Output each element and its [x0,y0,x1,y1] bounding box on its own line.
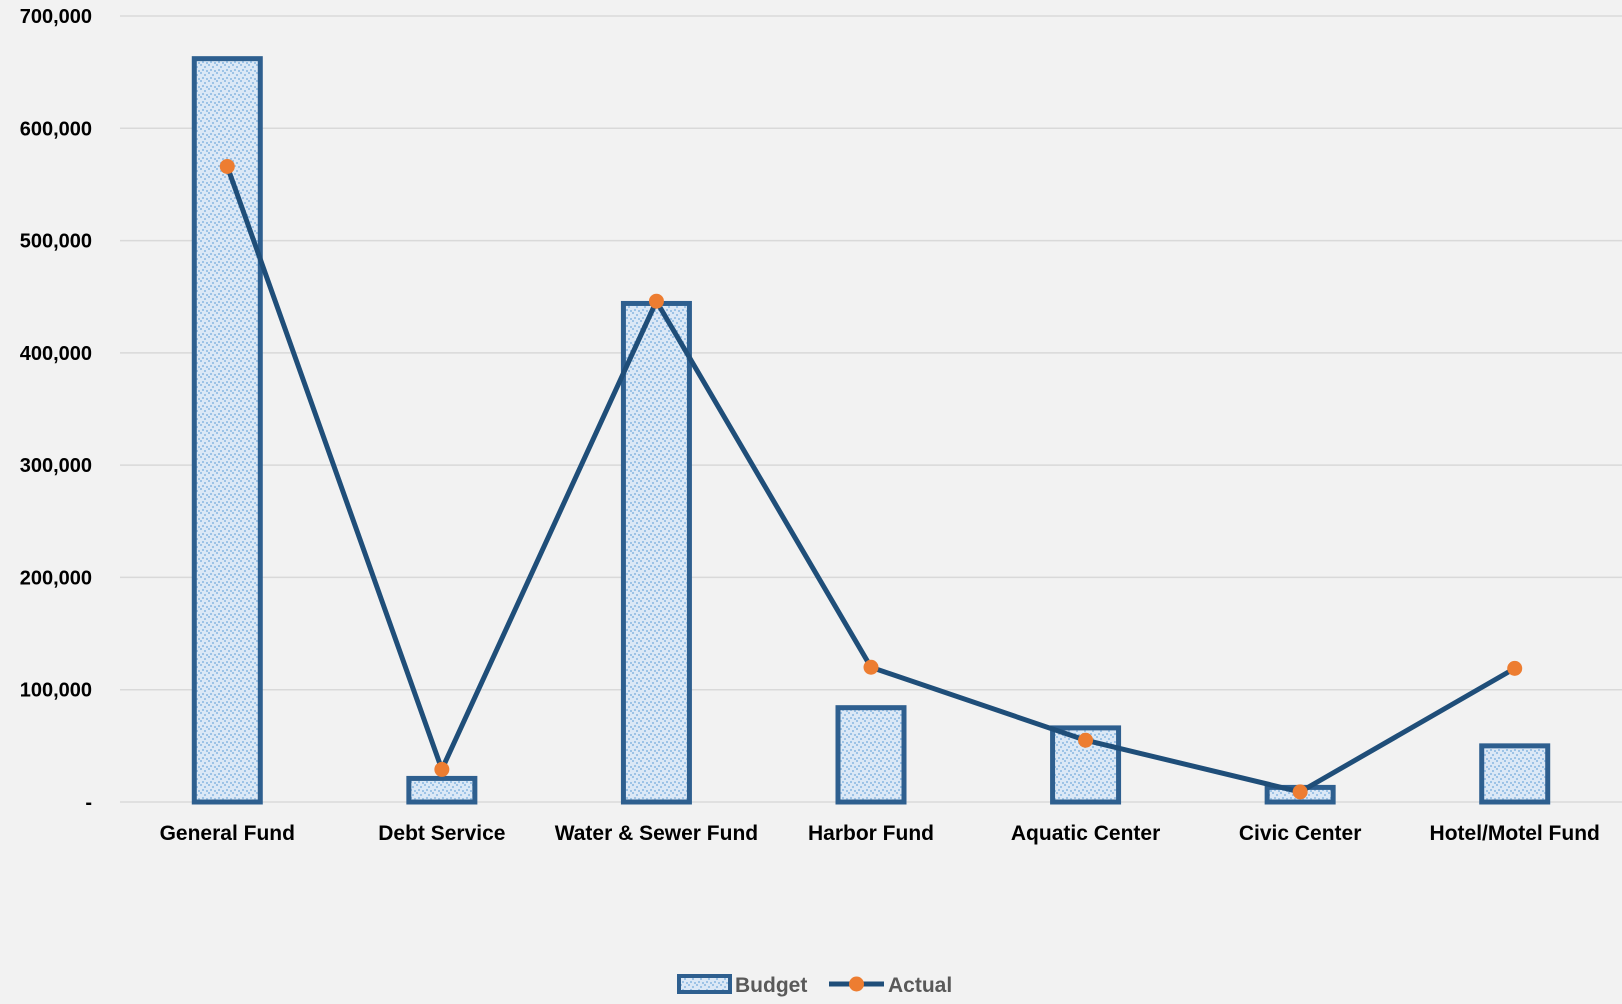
budget-bar [620,300,692,805]
legend-actual-marker [849,976,864,992]
y-tick-label: 700,000 [20,6,92,28]
budget-bar [835,705,907,805]
y-tick-label: 600,000 [20,118,92,140]
actual-line [219,158,1523,800]
y-tick-label: 300,000 [20,455,92,477]
budget-bar [406,775,478,805]
y-tick-label: 100,000 [20,680,92,702]
x-category-label: General Fund [160,822,295,845]
y-axis-labels: - 100,000 200,000 300,000 400,000 500,000 600,… [20,6,92,814]
gridlines [120,15,1622,803]
actual-point [1292,784,1308,800]
x-category-label: Debt Service [378,822,505,845]
y-tick-label: 500,000 [20,231,92,253]
x-category-label: Aquatic Center [1011,822,1160,845]
actual-point [219,158,235,174]
legend-budget-swatch [677,974,732,994]
y-tick-label: 200,000 [20,567,92,589]
x-category-label: Hotel/Motel Fund [1430,822,1600,845]
x-category-label: Harbor Fund [808,822,934,845]
actual-point [434,761,450,777]
y-tick-label: - [85,792,92,814]
actual-point [863,659,879,675]
x-category-label: Civic Center [1239,822,1362,845]
legend-actual-label: Actual [888,974,952,997]
budget-bars [191,56,1551,805]
x-axis-labels: General Fund Debt Service Water & Sewer Fu… [160,822,1600,845]
y-tick-label: 400,000 [20,343,92,365]
actual-point [1078,732,1094,748]
budget-bar [1479,743,1551,805]
legend-budget-label: Budget [735,974,807,997]
legend: Budget Actual [677,974,952,997]
x-category-label: Water & Sewer Fund [555,822,758,845]
budget-bar [191,56,263,805]
actual-point [648,293,664,309]
actual-point [1507,660,1523,676]
actual-series-line [224,165,1516,795]
